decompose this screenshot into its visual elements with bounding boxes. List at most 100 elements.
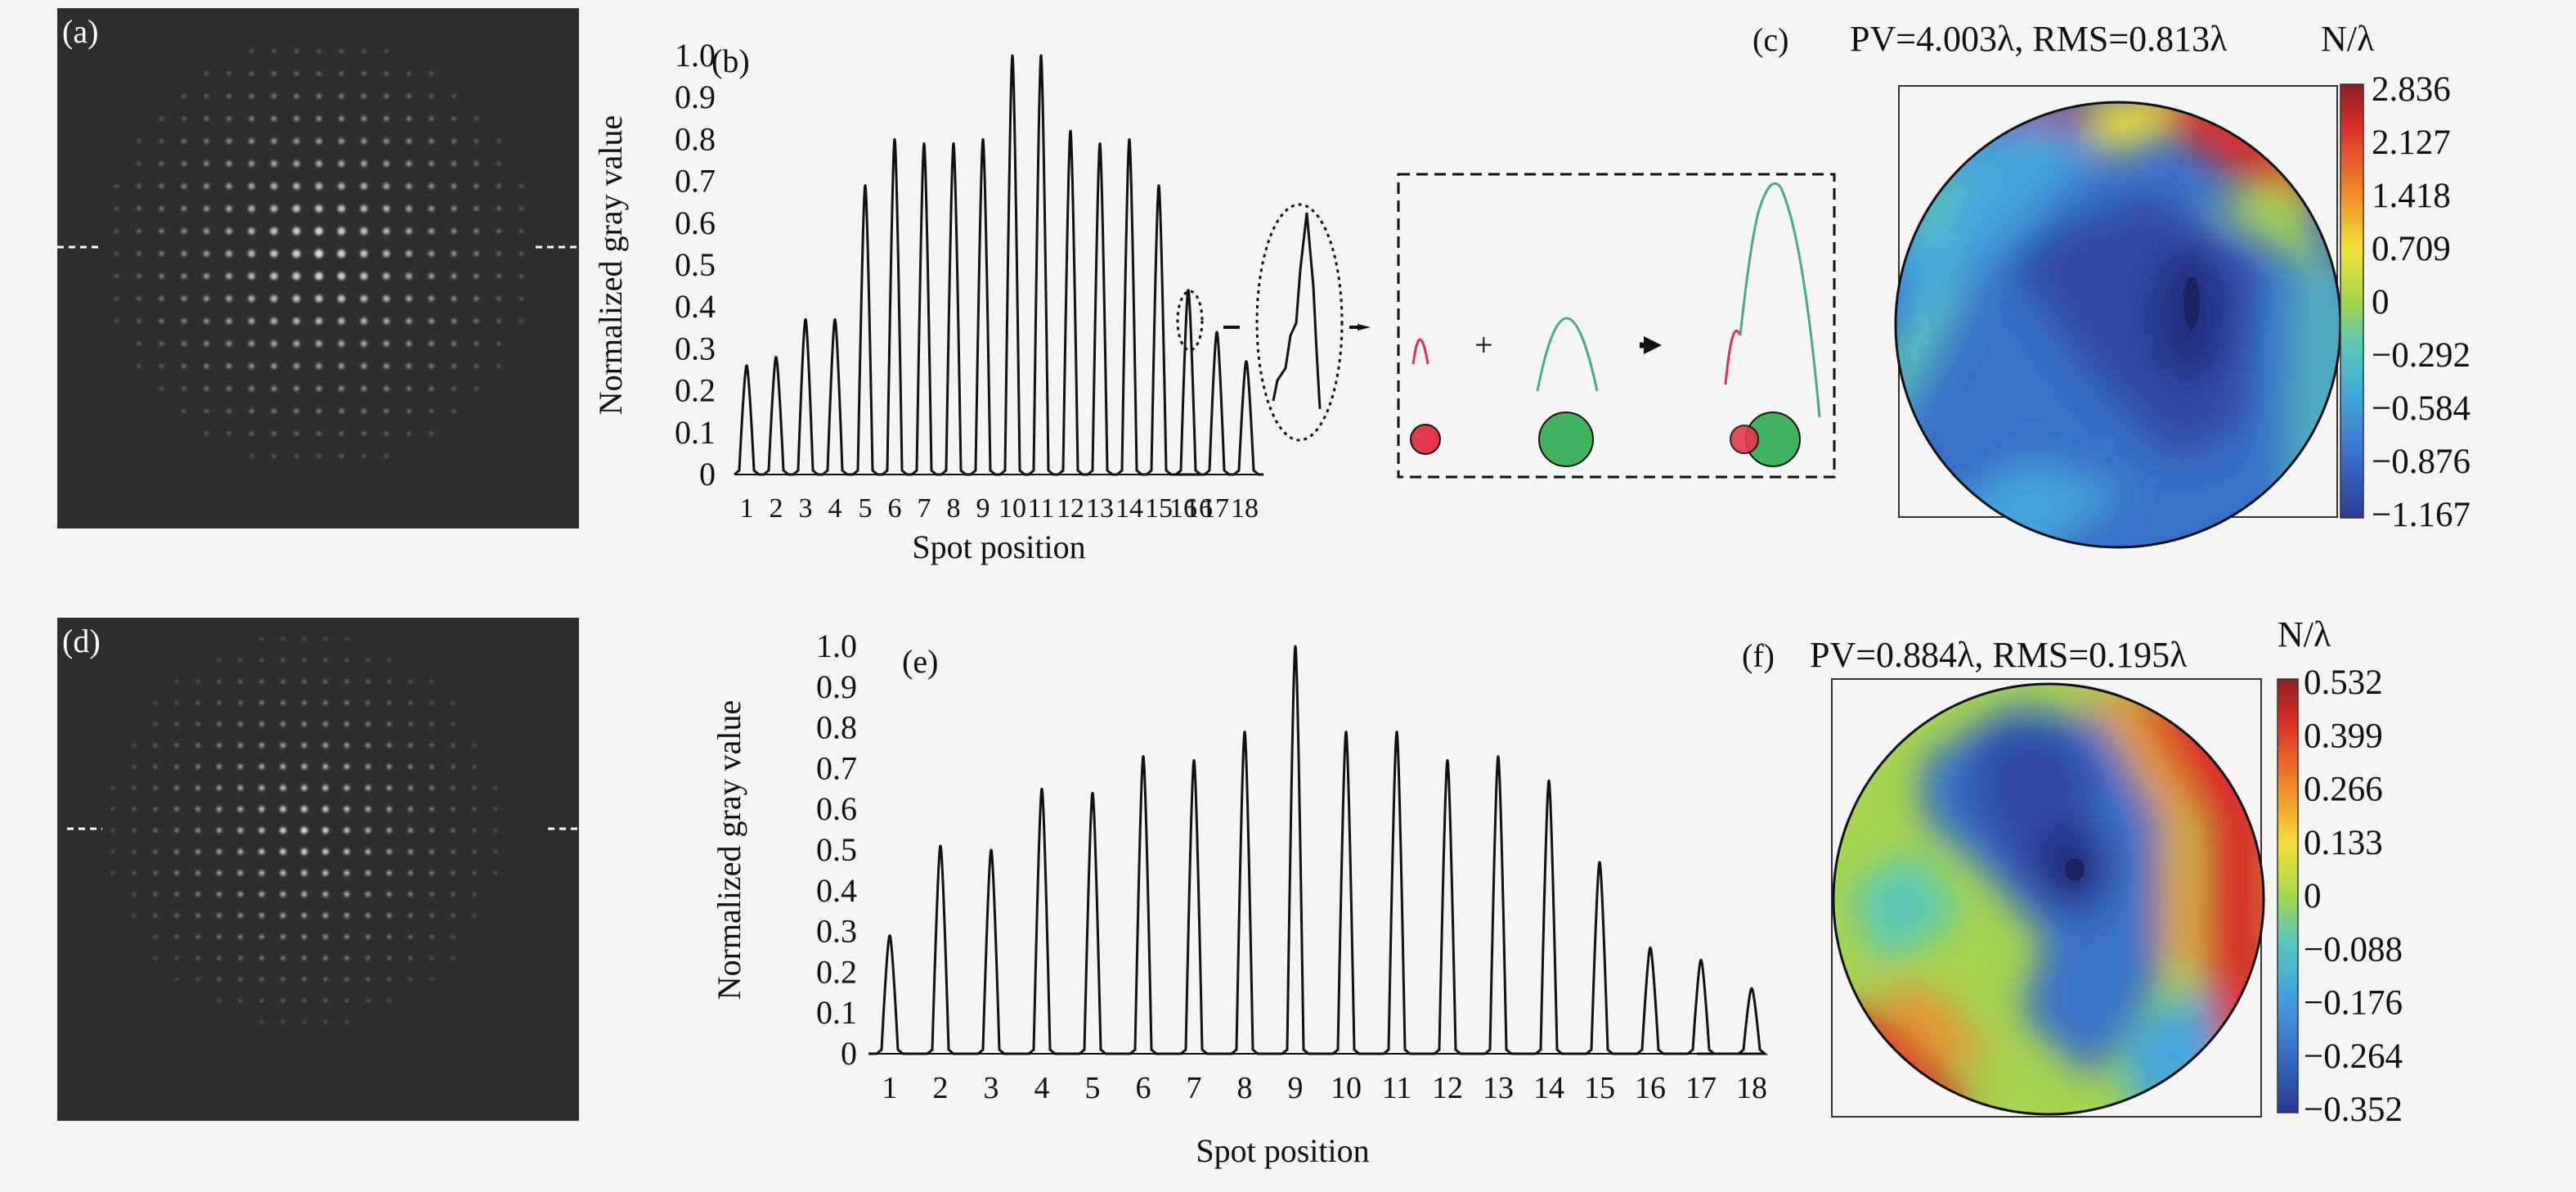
- spot: [137, 206, 141, 211]
- panel-label: (c): [1752, 21, 1788, 58]
- spot: [519, 206, 523, 211]
- spot: [137, 161, 141, 166]
- spot: [293, 340, 300, 347]
- x-tick-label: 1: [740, 493, 754, 524]
- spot: [429, 764, 434, 769]
- x-tick-label: 16: [1185, 493, 1213, 524]
- spot: [451, 273, 457, 279]
- spot: [259, 743, 264, 748]
- colorbar-tick-label: 0: [2304, 877, 2322, 915]
- spot: [409, 956, 412, 960]
- spot: [132, 744, 136, 747]
- spot: [174, 913, 179, 918]
- spot: [406, 205, 412, 212]
- spot: [226, 340, 232, 347]
- spot: [316, 138, 322, 144]
- spot: [323, 679, 328, 684]
- spot: [204, 138, 209, 144]
- spot: [227, 71, 231, 76]
- spot: [429, 160, 434, 167]
- spot: [292, 250, 301, 258]
- spot: [473, 893, 476, 896]
- spot: [248, 272, 255, 280]
- spot: [494, 807, 497, 811]
- spot: [429, 273, 434, 279]
- spot: [406, 363, 412, 369]
- spot: [429, 205, 434, 212]
- spot: [154, 935, 157, 938]
- spot: [258, 891, 265, 897]
- spot-image-a: [57, 8, 579, 529]
- spot: [294, 49, 298, 53]
- spot: [174, 828, 179, 833]
- colorbar-tick-label: −0.088: [2304, 930, 2403, 969]
- spot: [195, 828, 200, 833]
- spot: [451, 849, 456, 854]
- spot: [302, 722, 307, 726]
- spot: [259, 956, 264, 960]
- combined-profile-small: [1724, 329, 1742, 385]
- spot: [365, 806, 371, 812]
- spot: [474, 386, 478, 391]
- spot: [303, 999, 306, 1002]
- spot: [473, 296, 479, 301]
- spot: [384, 431, 388, 436]
- spot: [384, 93, 389, 99]
- spot: [316, 385, 322, 392]
- spot: [496, 206, 501, 211]
- panel-f: (f) PV=0.884λ, RMS=0.195λ N/λ 0.532 0.399…: [1742, 614, 2403, 1129]
- x-tick-label: 10: [999, 493, 1026, 524]
- spot: [159, 183, 164, 189]
- spot: [429, 849, 434, 854]
- spot: [280, 977, 285, 982]
- spot: [271, 115, 277, 122]
- spot: [181, 228, 187, 234]
- spot: [293, 205, 300, 213]
- y-tick-label: 0.5: [675, 246, 716, 283]
- spot: [496, 319, 501, 323]
- spot: [387, 934, 392, 939]
- spot: [322, 848, 329, 855]
- spot: [451, 409, 456, 413]
- spot: [182, 386, 186, 391]
- spot: [303, 637, 306, 641]
- spot: [301, 785, 307, 791]
- spot: [294, 454, 298, 458]
- spot: [301, 891, 307, 897]
- spot: [111, 871, 114, 875]
- y-tick-label: 0: [841, 1035, 857, 1072]
- spot: [339, 93, 344, 99]
- spot: [316, 340, 322, 347]
- spot: [182, 409, 186, 413]
- spot: [345, 1020, 348, 1023]
- spot: [409, 978, 412, 981]
- spot: [280, 912, 286, 919]
- spot: [217, 700, 222, 705]
- spot: [111, 829, 114, 832]
- spot: [384, 160, 389, 167]
- spot: [429, 71, 433, 76]
- colorbar-tick-label: −0.352: [2304, 1091, 2403, 1129]
- spot: [361, 182, 367, 190]
- wavefront-map-c: [1896, 102, 2340, 547]
- spot: [406, 340, 412, 347]
- spot: [238, 934, 243, 939]
- spot: [271, 182, 277, 190]
- spot: [204, 160, 209, 167]
- x-tick-label: 15: [1145, 493, 1173, 524]
- spot: [451, 116, 456, 121]
- spot: [474, 116, 478, 121]
- panel-label: (b): [711, 43, 750, 79]
- colorbar-tick-label: 0.399: [2304, 717, 2383, 755]
- colorbar-tick-label: 0.532: [2304, 663, 2383, 702]
- spot: [430, 701, 433, 704]
- spot: [154, 722, 157, 726]
- spot: [281, 999, 285, 1002]
- colorbar-tick-label: −0.584: [2372, 389, 2471, 428]
- spot: [153, 870, 158, 875]
- spot: [519, 229, 523, 233]
- spot: [451, 956, 455, 960]
- spot: [519, 296, 523, 301]
- spot: [217, 892, 222, 897]
